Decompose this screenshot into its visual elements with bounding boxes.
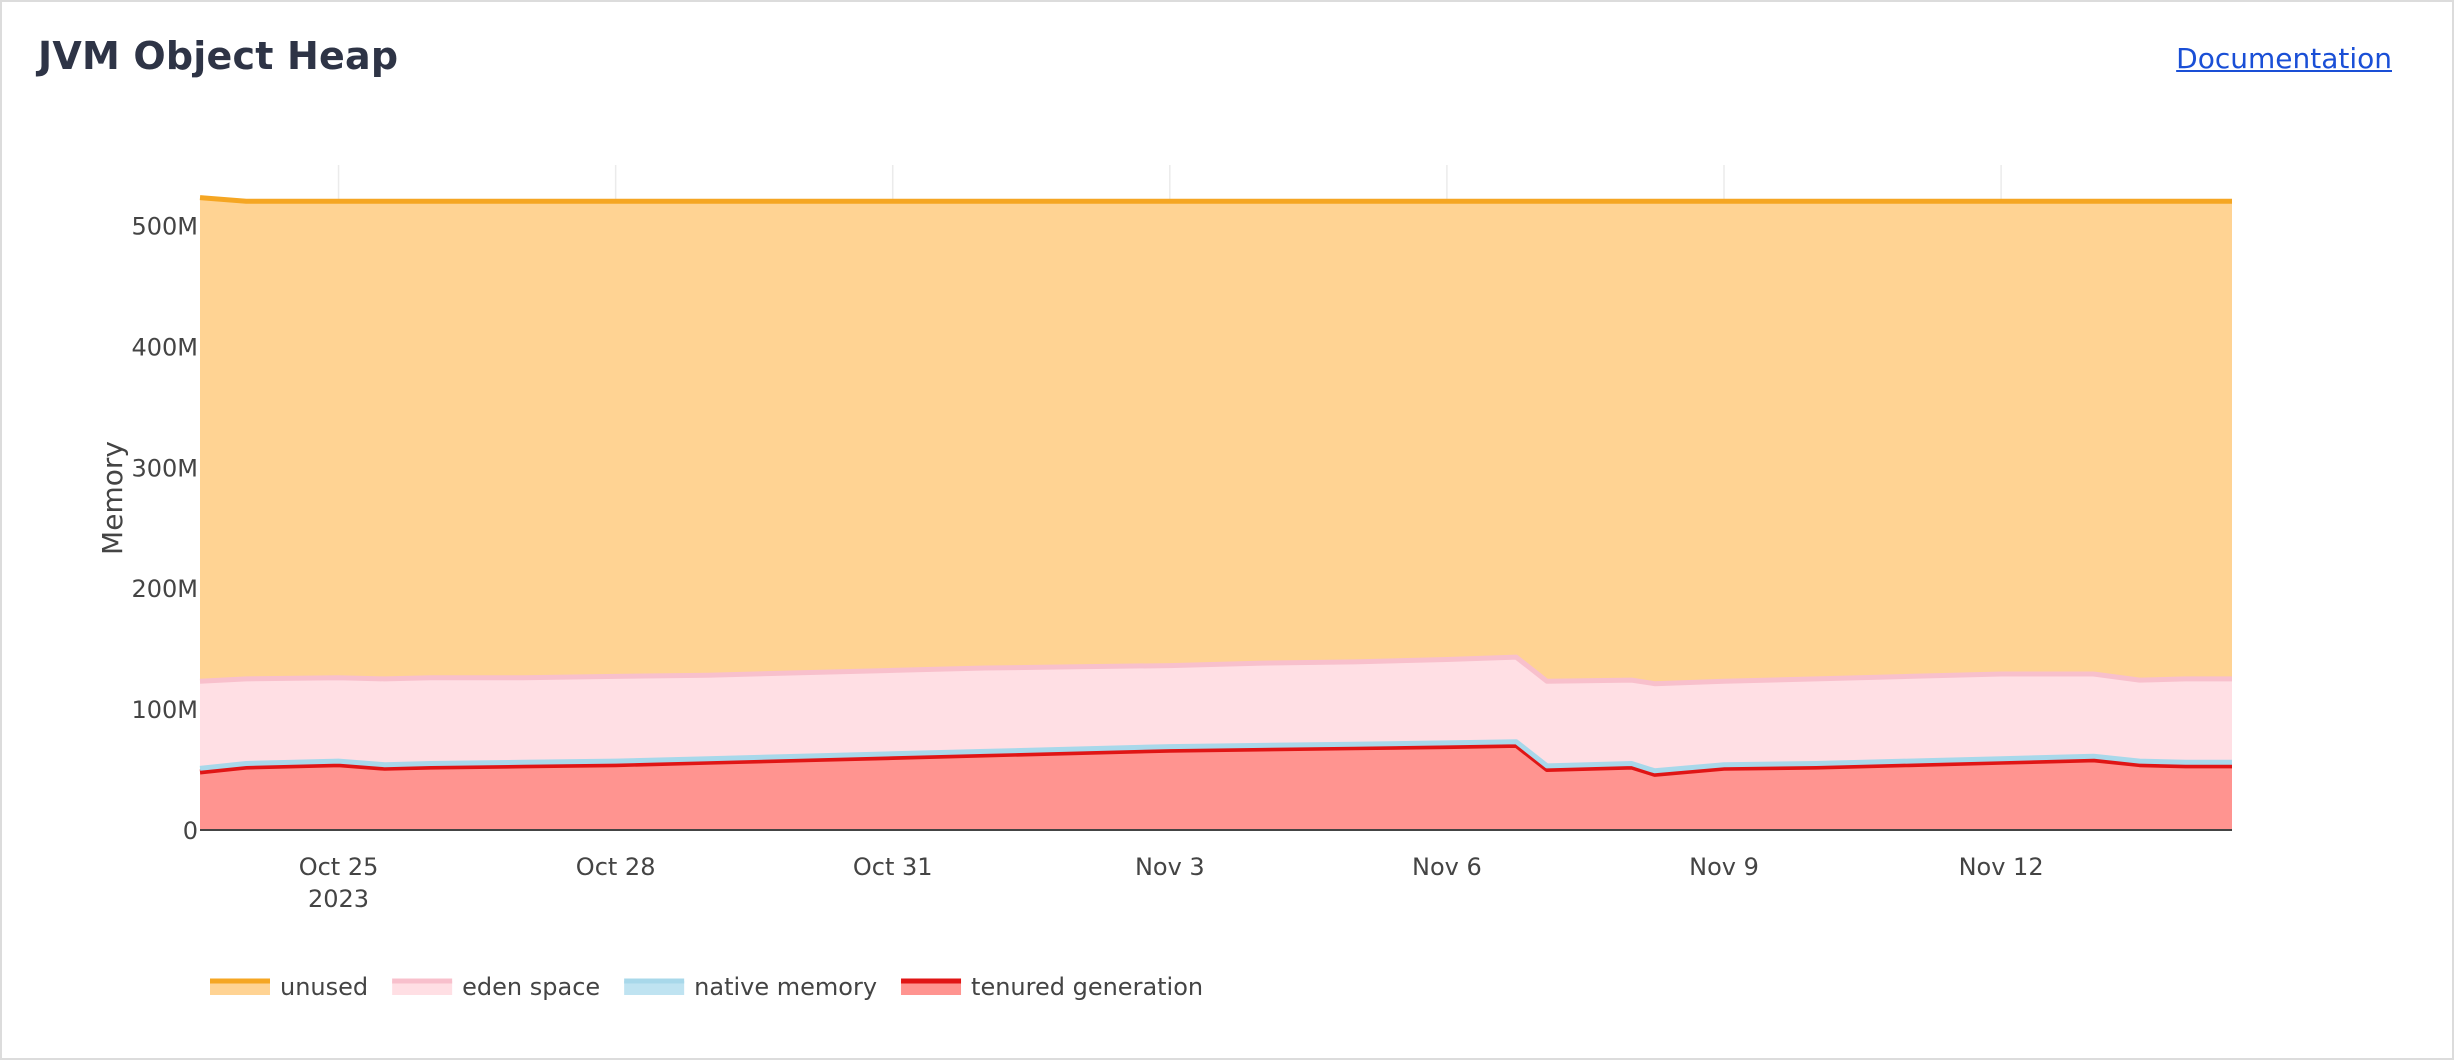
y-axis-title: Memory — [96, 441, 129, 555]
x-tick-label: Nov 12 — [1959, 853, 2044, 881]
documentation-link[interactable]: Documentation — [2176, 42, 2392, 75]
area-series[interactable] — [200, 197, 2232, 830]
x-tick-label: Nov 9 — [1689, 853, 1759, 881]
legend-item-unused[interactable]: unused — [210, 973, 368, 1001]
line-native-memory — [199, 739, 2232, 774]
line-tenured-generation — [199, 742, 2232, 777]
legend-label: native memory — [694, 973, 877, 1001]
legend-label: unused — [280, 973, 368, 1001]
x-tick-label: Oct 31 — [853, 853, 933, 881]
x-tick-label: Oct 28 — [576, 853, 656, 881]
y-tick-label: 200M — [131, 575, 198, 603]
legend-swatch — [210, 981, 270, 995]
area-tenured-generation[interactable] — [200, 745, 2232, 830]
y-tick-label: 500M — [131, 212, 198, 240]
page-title: JVM Object Heap — [38, 34, 399, 78]
legend-swatch — [392, 981, 453, 995]
legend-item-tenured-generation[interactable]: tenured generation — [901, 973, 1203, 1001]
legend-label: tenured generation — [971, 973, 1203, 1001]
legend-swatch — [624, 981, 685, 995]
legend[interactable]: unused eden space native memory tenured gen… — [210, 973, 1203, 1001]
x-tick-label: Oct 25 — [299, 853, 379, 881]
legend-swatch — [901, 981, 962, 995]
legend-item-eden-space[interactable]: eden space — [392, 973, 600, 1001]
y-tick-label: 300M — [131, 454, 198, 482]
line-eden-space — [199, 654, 2232, 687]
y-tick-label: 400M — [131, 333, 198, 361]
x-tick-label: Nov 6 — [1412, 853, 1482, 881]
area-unused[interactable] — [200, 197, 2232, 684]
legend-item-native-memory[interactable]: native memory — [624, 973, 877, 1001]
series-lines — [199, 195, 2232, 777]
x-tick-label: Nov 3 — [1135, 853, 1205, 881]
x-tick-sublabel: 2023 — [308, 885, 369, 913]
y-tick-label: 0 — [183, 817, 198, 845]
y-tick-label: 100M — [131, 696, 198, 724]
area-eden-space[interactable] — [200, 657, 2232, 771]
line-unused — [199, 195, 2232, 204]
axes: Oct 25 2023 Oct 28 Oct 31 Nov 3 Nov 6 Nov 9 Nov… — [131, 212, 2232, 913]
legend-label: eden space — [462, 973, 600, 1001]
